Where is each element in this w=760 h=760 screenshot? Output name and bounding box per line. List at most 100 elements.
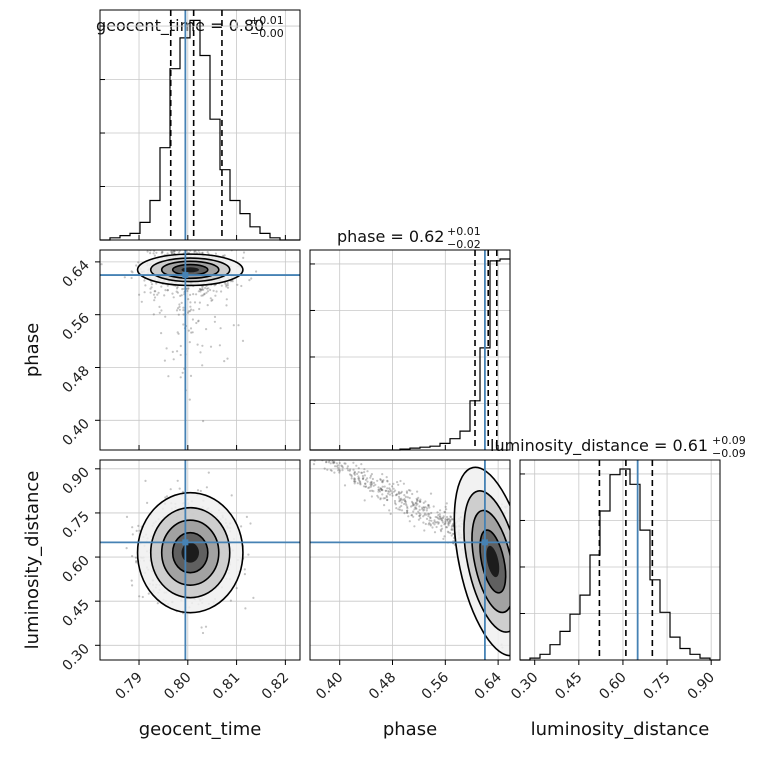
sample-point xyxy=(416,498,419,501)
sample-point xyxy=(418,508,421,511)
sample-point xyxy=(131,584,134,587)
sample-point xyxy=(442,516,445,519)
sample-point xyxy=(435,525,438,529)
sample-point xyxy=(177,251,181,254)
sample-point xyxy=(338,471,341,474)
sample-point xyxy=(329,468,332,472)
scatter-panel-phase-luminosity_distance xyxy=(312,460,510,657)
histogram-geocent_time xyxy=(100,19,300,241)
sample-point xyxy=(440,519,443,522)
sample-point xyxy=(398,497,401,500)
sample-point xyxy=(448,520,451,523)
sample-point xyxy=(130,270,133,273)
sample-point xyxy=(411,504,414,507)
sample-point xyxy=(400,501,403,504)
sample-point xyxy=(213,284,216,287)
sample-point xyxy=(209,345,213,348)
sample-point xyxy=(364,482,367,485)
sample-point xyxy=(437,521,440,524)
sample-point xyxy=(195,293,198,296)
sample-point xyxy=(417,518,420,521)
sample-point xyxy=(374,483,377,486)
sample-point xyxy=(381,480,384,483)
sample-point xyxy=(382,479,385,482)
sample-point xyxy=(425,509,428,512)
sample-point xyxy=(355,464,358,467)
sample-point xyxy=(432,522,435,525)
sample-point xyxy=(380,488,383,491)
contour-line xyxy=(160,519,220,586)
sample-point xyxy=(431,526,434,529)
sample-point xyxy=(363,499,366,502)
sample-point xyxy=(172,250,175,253)
sample-point xyxy=(340,464,343,467)
sample-point xyxy=(175,290,178,293)
sample-point xyxy=(206,304,209,307)
sample-point xyxy=(444,511,447,514)
sample-point xyxy=(198,301,201,304)
sample-point xyxy=(170,251,174,255)
sample-point xyxy=(249,522,252,525)
sample-point xyxy=(201,251,204,255)
sample-point xyxy=(391,485,394,488)
sample-point xyxy=(343,484,347,487)
ylabel-luminosity-distance: luminosity_distance xyxy=(22,471,43,650)
sample-point xyxy=(202,420,205,423)
sample-point xyxy=(131,526,134,529)
sample-point xyxy=(153,290,156,293)
sample-point xyxy=(450,518,453,521)
sample-point xyxy=(138,293,141,296)
sample-point xyxy=(404,500,407,503)
sample-point xyxy=(386,480,389,483)
sample-point xyxy=(333,471,336,474)
sample-point xyxy=(179,294,182,297)
contour-line xyxy=(171,531,209,574)
sample-point xyxy=(387,492,390,495)
sample-point xyxy=(164,315,167,318)
sample-point xyxy=(195,321,198,325)
panel-frame xyxy=(99,459,301,661)
sample-point xyxy=(333,461,336,464)
sample-point xyxy=(231,280,234,283)
sample-point xyxy=(430,519,433,522)
sample-point xyxy=(363,468,366,471)
sample-point xyxy=(427,515,430,518)
sample-point xyxy=(193,250,196,253)
sample-point xyxy=(438,515,441,519)
sample-point xyxy=(353,470,356,473)
sample-point xyxy=(381,493,384,496)
title-luminosity-distance-minus: −0.09 xyxy=(712,447,746,460)
sample-point xyxy=(226,357,229,360)
sample-point xyxy=(394,501,397,505)
sample-point xyxy=(205,328,208,331)
sample-point xyxy=(438,518,441,521)
sample-point xyxy=(137,524,140,528)
density-level xyxy=(181,542,200,563)
sample-point xyxy=(369,485,373,488)
sample-point xyxy=(138,595,141,598)
sample-point xyxy=(207,287,210,290)
sample-point xyxy=(187,287,190,290)
sample-point xyxy=(428,519,431,522)
sample-point xyxy=(413,508,416,511)
sample-point xyxy=(205,486,208,489)
sample-point xyxy=(178,487,181,490)
sample-point xyxy=(209,297,212,300)
sample-point xyxy=(361,477,365,480)
sample-point xyxy=(412,510,415,513)
sample-point xyxy=(359,483,362,486)
sample-point xyxy=(135,264,138,267)
sample-point xyxy=(450,525,453,528)
sample-point xyxy=(179,344,182,348)
sample-point xyxy=(388,483,391,486)
sample-point xyxy=(451,518,454,521)
sample-point xyxy=(357,475,360,478)
xlabel-luminosity-distance: luminosity_distance xyxy=(531,719,710,740)
sample-point xyxy=(427,504,430,507)
sample-point xyxy=(201,344,204,347)
sample-point xyxy=(370,483,373,487)
sample-point xyxy=(401,498,405,501)
sample-point xyxy=(180,294,183,297)
sample-point xyxy=(395,507,398,510)
sample-point xyxy=(385,476,388,479)
